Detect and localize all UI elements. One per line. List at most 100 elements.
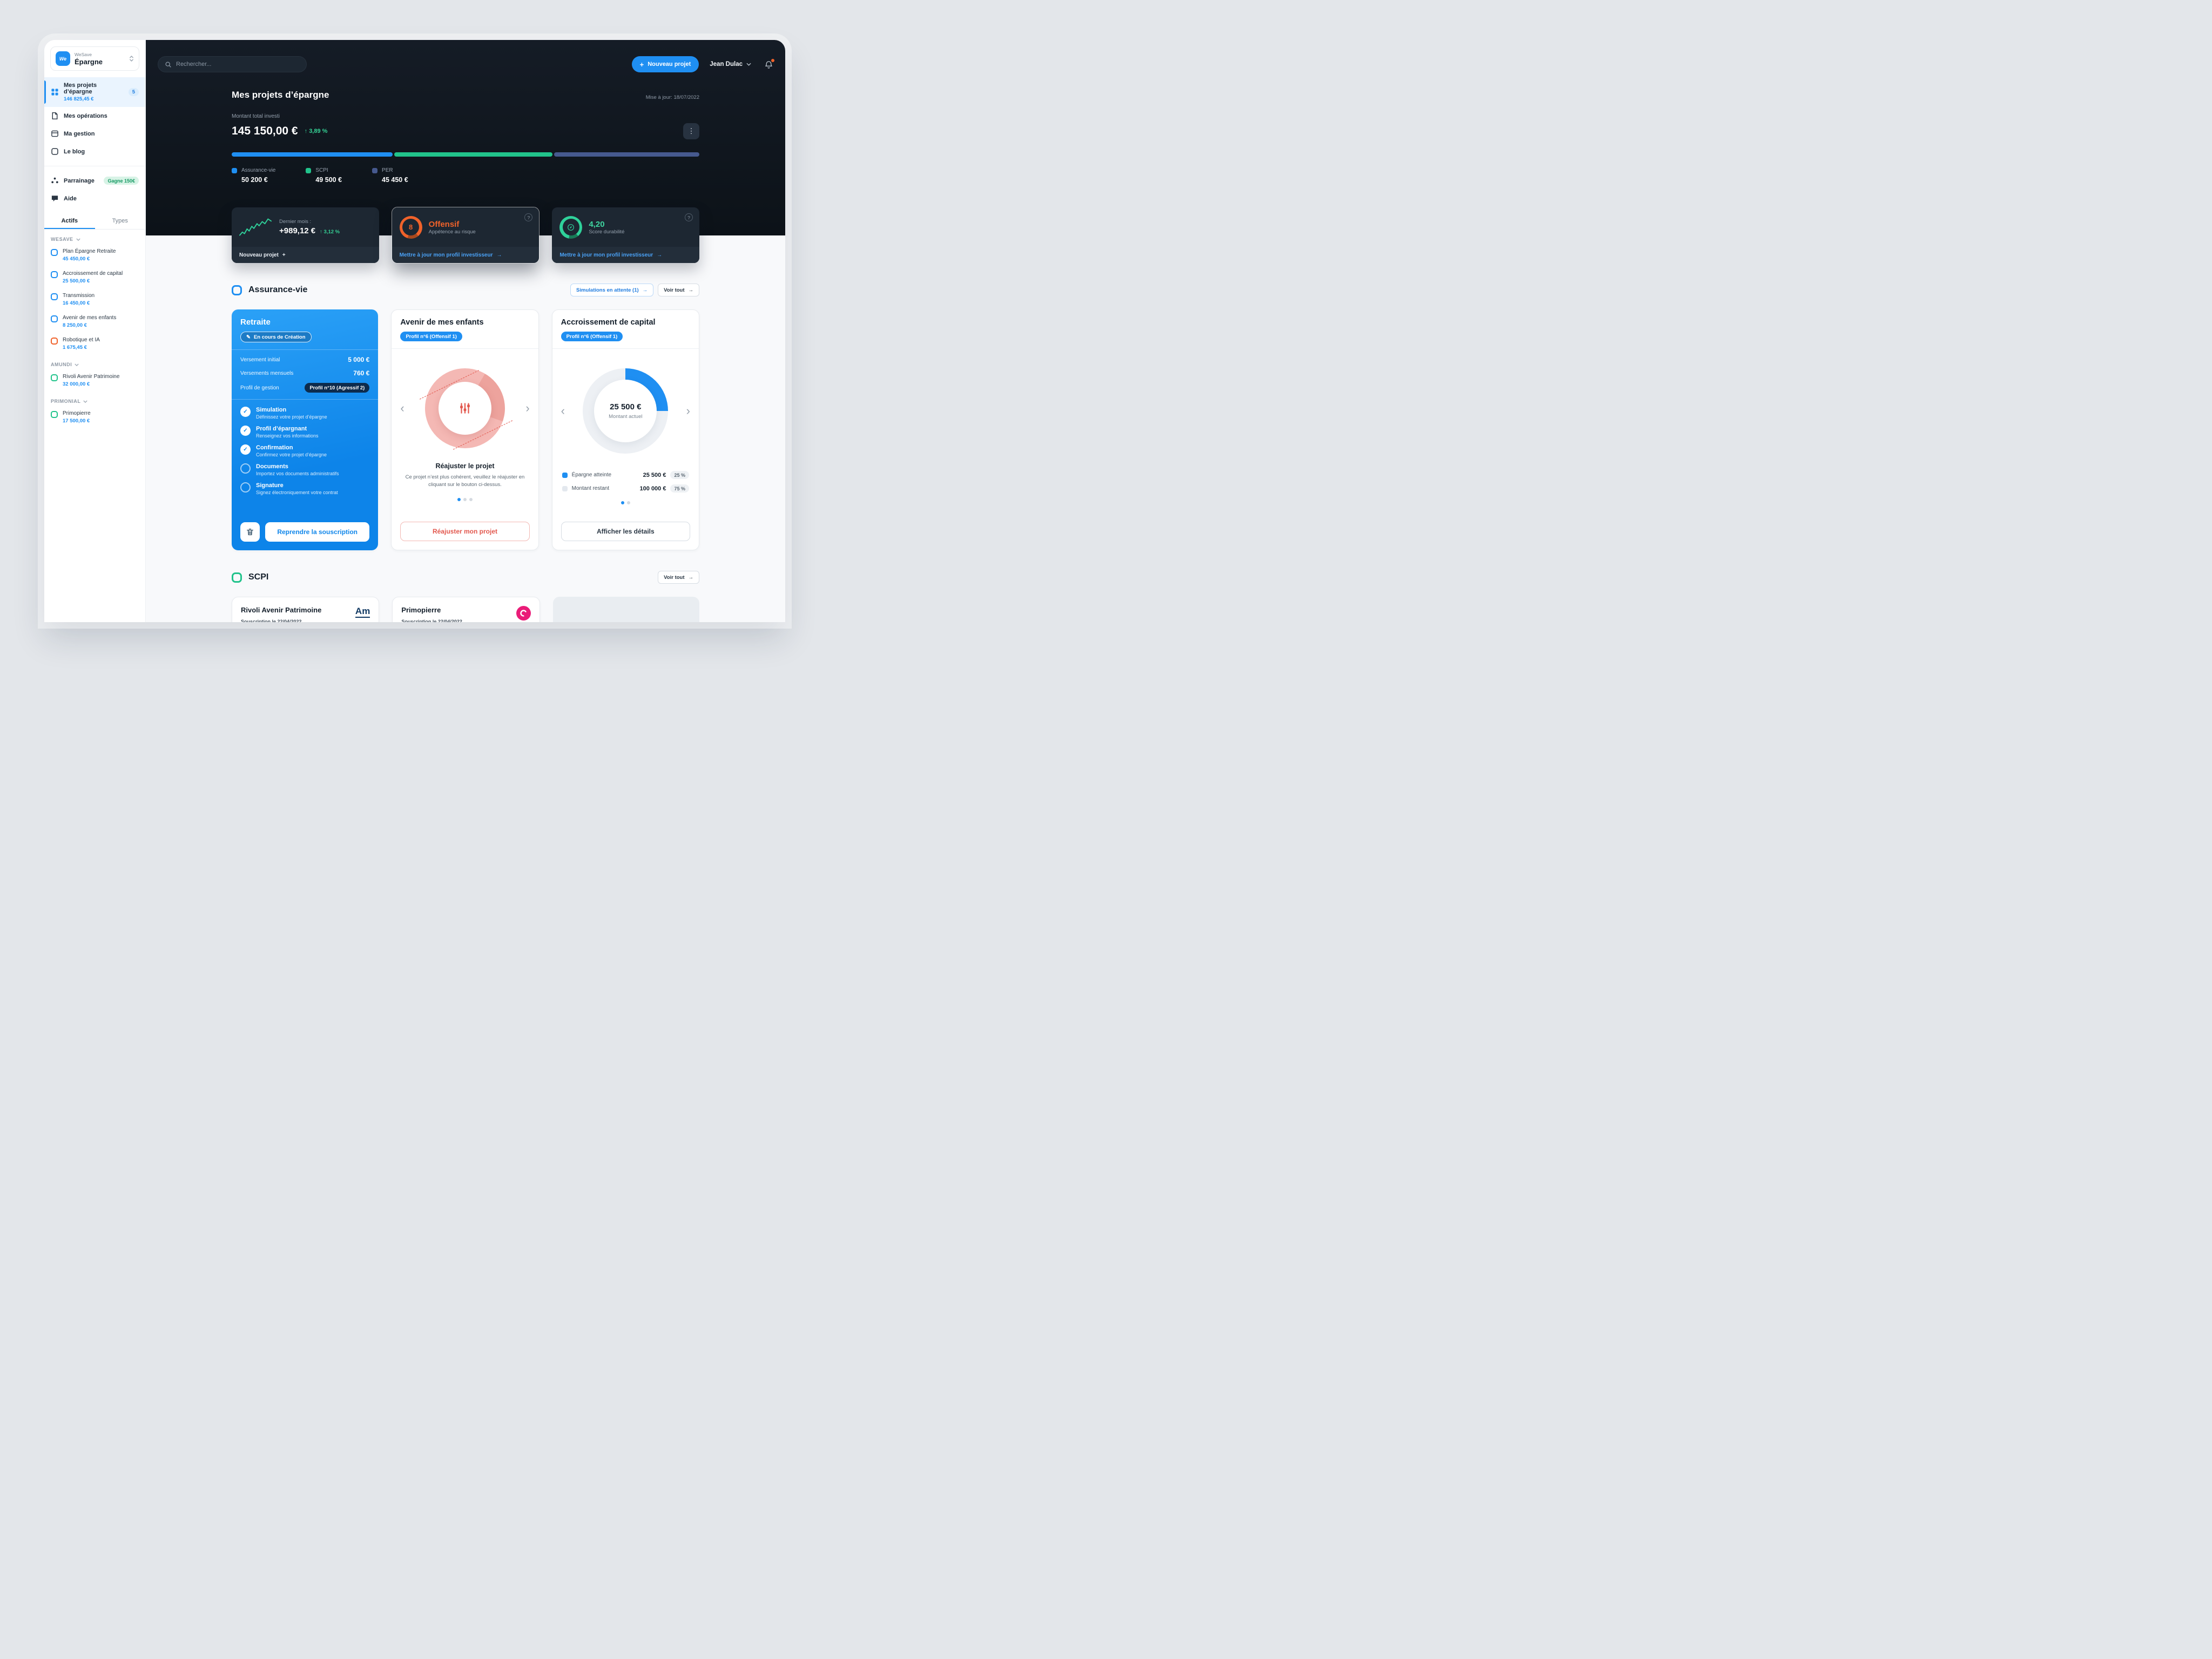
- carousel-dots: [392, 497, 538, 501]
- asset-amount: 1 675,45 €: [63, 345, 87, 350]
- dot[interactable]: [626, 501, 630, 504]
- readjust-project-button[interactable]: Réajuster mon projet: [400, 522, 530, 541]
- dot[interactable]: [457, 497, 461, 501]
- profile-badge: Profil n°6 (Offensif 1): [400, 332, 462, 341]
- sparkline-chart: [239, 218, 272, 235]
- section-title: Assurance-vie: [248, 285, 308, 294]
- asset-item[interactable]: Rivoli Avenir Patrimoine 32 000,00 €: [44, 369, 145, 392]
- total-label: Montant total investi: [232, 113, 280, 119]
- project-title: Avenir de mes enfants: [400, 318, 484, 327]
- legend-item: Assurance-vie 50 200 €: [232, 167, 275, 184]
- chevron-down-icon: [83, 400, 88, 403]
- legend-amount: 25 500 €: [643, 471, 666, 478]
- carousel-prev-button[interactable]: ‹: [400, 401, 404, 415]
- asset-item[interactable]: Primopierre 17 500,00 €: [44, 406, 145, 428]
- asset-item[interactable]: Accroissement de capital 25 500,00 €: [44, 266, 145, 288]
- compass-icon: [568, 224, 575, 231]
- asset-label: Accroissement de capital: [63, 271, 123, 276]
- legend-label: Épargne atteinte: [571, 472, 612, 478]
- notifications-icon[interactable]: [764, 58, 774, 69]
- asset-amount: 17 500,00 €: [63, 418, 90, 424]
- tab-types[interactable]: Types: [112, 218, 128, 224]
- see-all-button[interactable]: Voir tout →: [658, 571, 699, 584]
- incoherence-gauge: [419, 368, 513, 450]
- asset-label: Primopierre: [63, 410, 91, 416]
- last-updated: Mise à jour: 18/07/2022: [645, 95, 699, 100]
- dot[interactable]: [621, 501, 624, 504]
- nav-label: Mes projets d’épargne: [64, 82, 97, 95]
- help-icon[interactable]: ?: [524, 213, 533, 221]
- sidebar-item-aide[interactable]: Aide: [44, 190, 145, 207]
- asset-item[interactable]: Avenir de mes enfants 8 250,00 €: [44, 311, 145, 333]
- group-name: PRIMONIAL: [51, 399, 81, 404]
- dot[interactable]: [463, 497, 467, 501]
- chevron-down-icon: [75, 363, 79, 366]
- legend-item: SCPI 49 500 €: [306, 167, 342, 184]
- step-desc: Renseignez vos informations: [256, 433, 319, 439]
- legend-swatch: [372, 168, 378, 173]
- asset-item[interactable]: Plan Épargne Retraite 45 450,00 €: [44, 244, 145, 266]
- alert-body: Ce projet n’est plus cohérent, veuillez …: [405, 474, 525, 488]
- sidebar-item-operations[interactable]: Mes opérations: [44, 107, 145, 125]
- asset-amount: 8 250,00 €: [63, 322, 87, 328]
- new-project-label: Nouveau projet: [648, 61, 691, 68]
- kebab-menu-button[interactable]: ⋮: [683, 123, 699, 139]
- asset-item[interactable]: Transmission 16 450,00 €: [44, 288, 145, 311]
- allocation-segment: [394, 152, 552, 157]
- page-title: Mes projets d’épargne: [232, 90, 329, 100]
- square-icon: [51, 147, 59, 156]
- delete-project-button[interactable]: [240, 522, 260, 542]
- sidebar-nav: Mes projets d’épargne 146 825,45 € 5 Mes…: [44, 77, 145, 160]
- accroissement-card: Accroissement de capital Profil n°6 (Off…: [551, 309, 699, 550]
- group-header-amundi[interactable]: AMUNDI: [44, 355, 145, 369]
- sidebar-item-parrainage[interactable]: Parrainage Gagne 150€: [44, 172, 145, 190]
- show-details-button[interactable]: Afficher les détails: [561, 522, 690, 541]
- risk-gauge: 8: [399, 215, 422, 239]
- empty-card: [552, 597, 699, 622]
- arrow-up-icon: ↑: [304, 128, 308, 134]
- update-profile-link[interactable]: Mettre à jour mon profil investisseur →: [552, 247, 700, 263]
- tab-actifs[interactable]: Actifs: [44, 213, 95, 229]
- new-project-link[interactable]: Nouveau projet +: [232, 247, 379, 263]
- amundi-logo: Am: [355, 606, 370, 618]
- new-project-button[interactable]: + Nouveau projet: [631, 56, 699, 72]
- legend-amount: 45 450 €: [382, 176, 408, 184]
- see-all-button[interactable]: Voir tout →: [658, 284, 699, 296]
- resume-subscription-button[interactable]: Reprendre la souscription: [265, 522, 370, 542]
- search-icon: [165, 61, 171, 68]
- help-icon[interactable]: ?: [685, 213, 693, 221]
- footer-label: Mettre à jour mon profil investisseur: [559, 252, 653, 258]
- carousel-next-button[interactable]: ›: [525, 401, 530, 415]
- asset-label: Transmission: [63, 293, 95, 299]
- group-header-wesave[interactable]: WESAVE: [44, 230, 145, 244]
- asset-item[interactable]: Robotique et IA 1 675,45 €: [44, 333, 145, 355]
- allocation-legend: Assurance-vie 50 200 € SCPI 49 500 € PER…: [232, 167, 699, 184]
- asset-icon: [51, 411, 58, 418]
- stat-value: +989,12 €: [279, 226, 316, 235]
- update-profile-link[interactable]: Mettre à jour mon profil investisseur →: [392, 247, 539, 263]
- sidebar-item-gestion[interactable]: Ma gestion: [44, 125, 145, 143]
- dot[interactable]: [469, 497, 473, 501]
- carousel-prev-button[interactable]: ‹: [561, 404, 565, 417]
- subscription-steps: ✓ Simulation Définissez votre projet d’é…: [232, 400, 378, 495]
- divider: [552, 348, 699, 349]
- sidebar-item-projets[interactable]: Mes projets d’épargne 146 825,45 € 5: [44, 77, 145, 107]
- carousel-next-button[interactable]: ›: [686, 404, 690, 417]
- rivoli-card[interactable]: Rivoli Avenir Patrimoine Souscription le…: [232, 597, 380, 622]
- group-header-primonial[interactable]: PRIMONIAL: [44, 392, 145, 406]
- chevron-updown-icon: [129, 55, 134, 62]
- primopierre-logo: [516, 606, 531, 621]
- pending-simulations-button[interactable]: Simulations en attente (1) →: [570, 284, 654, 296]
- primopierre-card[interactable]: Primopierre Souscription le 22/04/2022: [392, 597, 540, 622]
- workspace-switcher[interactable]: We WeSave Épargne: [50, 46, 139, 71]
- chat-icon: [51, 194, 59, 203]
- legend-amount: 50 200 €: [241, 176, 268, 184]
- search-input[interactable]: [176, 61, 300, 68]
- check-icon: ✓: [240, 426, 251, 436]
- durability-gauge: [559, 215, 583, 239]
- sidebar-item-blog[interactable]: Le blog: [44, 143, 145, 160]
- search-bar: [158, 56, 307, 72]
- arrow-right-icon: →: [496, 252, 502, 258]
- user-menu[interactable]: Jean Dulac: [710, 61, 751, 68]
- legend-item: PER 45 450 €: [372, 167, 408, 184]
